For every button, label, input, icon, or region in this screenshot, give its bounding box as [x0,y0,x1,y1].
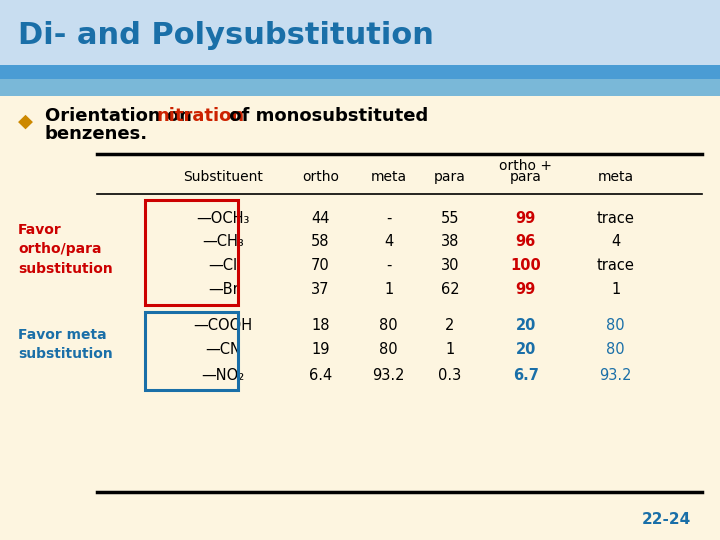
Text: 4: 4 [384,234,393,249]
Text: 55: 55 [441,211,459,226]
Text: 6.7: 6.7 [513,368,539,383]
Text: 96: 96 [516,234,536,249]
Text: Orientation on: Orientation on [45,106,198,125]
Text: 1: 1 [384,282,393,298]
Text: ortho +: ortho + [499,159,552,173]
Text: 1: 1 [446,342,454,357]
Text: 30: 30 [441,258,459,273]
Text: —OCH₃: —OCH₃ [197,211,250,226]
Text: 80: 80 [606,342,625,357]
Text: 37: 37 [311,282,330,298]
Text: Favor
ortho/para
substitution: Favor ortho/para substitution [18,223,113,276]
Text: trace: trace [597,211,634,226]
Text: para: para [434,170,466,184]
Text: Substituent: Substituent [184,170,263,184]
Text: —COOH: —COOH [194,318,253,333]
Text: 22-24: 22-24 [642,512,691,527]
Text: nitration: nitration [156,106,244,125]
Text: -: - [386,211,392,226]
Text: 99: 99 [516,282,536,298]
Text: —CH₃: —CH₃ [202,234,244,249]
Text: 20: 20 [516,318,536,333]
Text: ◆: ◆ [18,112,33,131]
Text: 99: 99 [516,211,536,226]
Text: ortho: ortho [302,170,339,184]
Text: 38: 38 [441,234,459,249]
Text: Favor meta
substitution: Favor meta substitution [18,328,113,361]
Text: 100: 100 [510,258,541,273]
Text: —NO₂: —NO₂ [202,368,245,383]
Text: trace: trace [597,258,634,273]
Text: 70: 70 [311,258,330,273]
Text: 2: 2 [445,318,455,333]
Text: 93.2: 93.2 [372,368,405,383]
Text: 20: 20 [516,342,536,357]
Text: —Br: —Br [208,282,238,298]
Text: benzenes.: benzenes. [45,125,148,143]
Text: 6.4: 6.4 [309,368,332,383]
Text: 62: 62 [441,282,459,298]
Text: 19: 19 [311,342,330,357]
Text: 58: 58 [311,234,330,249]
Text: -: - [386,258,392,273]
Text: of monosubstituted: of monosubstituted [223,106,428,125]
Text: 80: 80 [606,318,625,333]
Text: —CN: —CN [205,342,241,357]
Text: 80: 80 [379,318,398,333]
Text: —Cl: —Cl [209,258,238,273]
Text: 4: 4 [611,234,620,249]
Text: meta: meta [371,170,407,184]
Text: 44: 44 [311,211,330,226]
Text: meta: meta [598,170,634,184]
Text: 93.2: 93.2 [599,368,632,383]
Text: 0.3: 0.3 [438,368,462,383]
Text: para: para [510,170,541,184]
Text: 1: 1 [611,282,620,298]
Text: 18: 18 [311,318,330,333]
Text: Di- and Polysubstitution: Di- and Polysubstitution [18,21,434,50]
Text: 80: 80 [379,342,398,357]
